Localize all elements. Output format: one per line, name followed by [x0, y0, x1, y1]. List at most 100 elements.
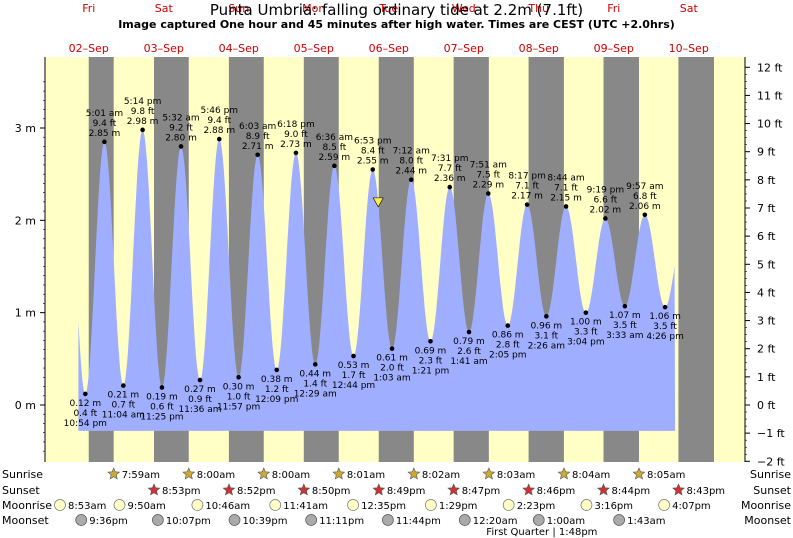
- low-tide-point: [466, 329, 472, 335]
- right-tick-label: 5 ft: [757, 258, 776, 271]
- low-tide-meters: 0.61 m: [376, 354, 408, 364]
- sunset-time: 8:44pm: [612, 486, 651, 497]
- sunrise-time: 8:00am: [272, 470, 310, 481]
- day-date-label: 07–Sep: [444, 42, 484, 55]
- right-tick-label: 11 ft: [757, 89, 783, 102]
- low-tide-point: [121, 383, 126, 388]
- low-tide-feet: 3.1 ft: [534, 331, 558, 341]
- right-tick-label: 6 ft: [757, 230, 776, 243]
- day-date-label: 05–Sep: [294, 42, 334, 55]
- low-tide-feet: 0.7 ft: [111, 401, 135, 411]
- day-date-label: 09–Sep: [594, 42, 634, 55]
- low-tide-meters: 0.44 m: [299, 369, 331, 379]
- low-tide-time: 4:26 pm: [646, 332, 684, 342]
- moon-phase-note: First Quarter | 1:48pm: [486, 527, 597, 538]
- moonrise-time: 3:16pm: [594, 501, 633, 512]
- moonrise-time: 12:35pm: [361, 501, 406, 512]
- moonset-time: 10:07pm: [166, 516, 211, 527]
- low-tide-time: 12:29 am: [294, 389, 337, 399]
- low-tide-time: 11:57 pm: [217, 402, 260, 412]
- high-tide-meters: 2.71 m: [242, 142, 274, 152]
- day-name-label: Thu: [527, 2, 549, 15]
- moonrise-time: 11:41am: [283, 501, 328, 512]
- high-tide-meters: 2.15 m: [550, 193, 582, 203]
- right-tick-label: −1 ft: [757, 427, 785, 440]
- high-tide-meters: 2.29 m: [472, 181, 504, 191]
- high-tide-meters: 2.98 m: [127, 117, 159, 127]
- sunrise-row-label: Sunrise: [2, 468, 43, 481]
- left-tick-label: 3 m: [15, 122, 36, 135]
- day-name-label: Fri: [607, 2, 620, 15]
- high-tide-feet: 9.0 ft: [284, 130, 308, 140]
- sunrise-time: 8:03am: [497, 470, 535, 481]
- low-tide-meters: 1.00 m: [570, 318, 602, 328]
- high-tide-meters: 2.44 m: [395, 167, 427, 177]
- right-tick-label: 8 ft: [757, 174, 776, 187]
- high-tide-point: [447, 184, 453, 190]
- low-tide-point: [83, 391, 88, 397]
- high-tide-time: 8:17 pm: [508, 172, 546, 182]
- high-tide-feet: 7.1 ft: [515, 182, 539, 192]
- low-tide-feet: 1.7 ft: [342, 371, 366, 381]
- high-tide-point: [140, 127, 145, 133]
- moonset-time: 11:11pm: [319, 516, 364, 527]
- high-tide-feet: 8.5 ft: [323, 143, 347, 153]
- sunset-time: 8:43pm: [687, 486, 726, 497]
- right-tick-label: 2 ft: [757, 343, 776, 356]
- low-tide-feet: 0.6 ft: [150, 402, 174, 412]
- low-tide-meters: 1.07 m: [609, 311, 641, 321]
- low-tide-feet: 2.8 ft: [496, 341, 520, 351]
- low-tide-meters: 0.27 m: [184, 385, 216, 395]
- sunset-icon: [222, 483, 236, 496]
- high-tide-point: [255, 152, 260, 158]
- high-tide-time: 7:31 pm: [431, 154, 469, 164]
- day-date-label: 08–Sep: [519, 42, 559, 55]
- moonset-time: 1:00am: [547, 516, 585, 527]
- low-tide-feet: 1.0 ft: [227, 392, 251, 402]
- high-tide-time: 8:44 am: [547, 173, 584, 183]
- moonrise-icon: [113, 499, 126, 511]
- right-tick-label: 4 ft: [757, 286, 776, 299]
- moonset-icon: [152, 514, 164, 526]
- low-tide-point: [544, 314, 549, 319]
- high-tide-point: [642, 212, 648, 218]
- sunrise-time: 8:00am: [197, 470, 235, 481]
- moonset-icon: [228, 514, 241, 526]
- low-tide-meters: 0.19 m: [146, 392, 178, 402]
- low-tide-time: 3:04 pm: [567, 338, 605, 348]
- day-date-label: 02–Sep: [69, 42, 109, 55]
- low-tide-meters: 0.86 m: [492, 331, 524, 341]
- sunset-icon: [372, 483, 386, 496]
- day-date-label: 03–Sep: [144, 42, 184, 55]
- right-tick-label: 0 ft: [757, 399, 776, 412]
- low-tide-time: 11:04 am: [102, 411, 145, 421]
- high-tide-meters: 2.36 m: [434, 174, 466, 184]
- right-tick-label: 9 ft: [757, 146, 776, 159]
- low-tide-point: [505, 323, 511, 328]
- low-tide-meters: 0.53 m: [338, 361, 370, 371]
- day-name-label: Sat: [155, 2, 174, 15]
- high-tide-meters: 2.88 m: [203, 126, 235, 136]
- low-tide-point: [428, 338, 433, 344]
- sunset-icon: [297, 483, 311, 496]
- sunrise-icon: [482, 467, 496, 480]
- low-tide-feet: 1.4 ft: [303, 379, 327, 389]
- sunset-time: 8:46pm: [537, 486, 576, 497]
- low-tide-feet: 0.9 ft: [188, 395, 212, 405]
- high-tide-feet: 7.1 ft: [554, 183, 578, 193]
- high-tide-meters: 2.02 m: [590, 205, 622, 215]
- high-tide-point: [408, 177, 414, 183]
- right-tick-label: 10 ft: [757, 118, 783, 131]
- low-tide-point: [197, 377, 203, 383]
- low-tide-point: [274, 367, 280, 373]
- high-tide-time: 9:19 pm: [587, 185, 625, 195]
- sunrise-time: 8:01am: [347, 470, 385, 481]
- low-tide-feet: 3.3 ft: [574, 328, 598, 338]
- low-tide-meters: 0.30 m: [223, 382, 255, 392]
- high-tide-point: [485, 191, 491, 196]
- right-tick-label: −2 ft: [757, 455, 785, 468]
- day-name-label: Mon: [302, 2, 325, 15]
- high-tide-point: [178, 144, 184, 149]
- high-tide-feet: 6.8 ft: [633, 192, 657, 202]
- moonrise-time: 2:23pm: [517, 501, 556, 512]
